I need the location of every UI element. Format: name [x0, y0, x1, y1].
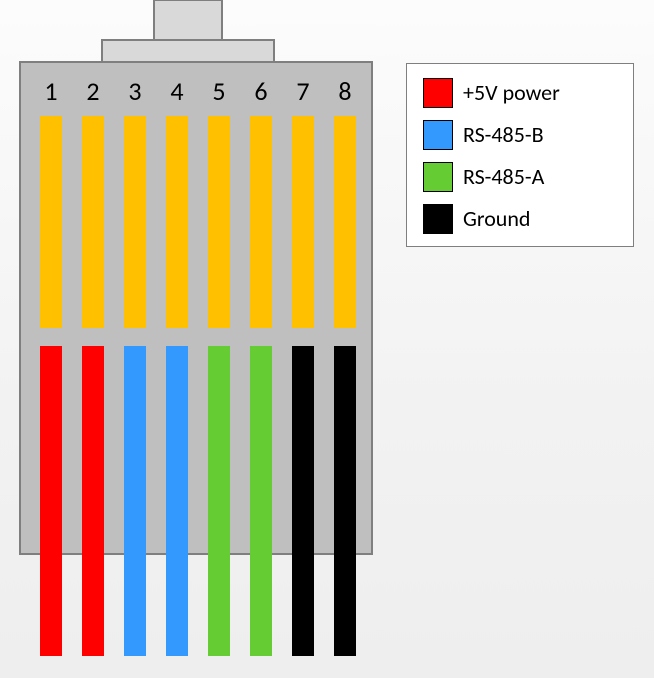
- legend-box: +5V power RS-485-B RS-485-A Ground: [406, 63, 634, 247]
- pin-contact: [292, 116, 314, 328]
- pin-contact: [124, 116, 146, 328]
- legend-label: RS-485-A: [463, 162, 544, 192]
- pin-wire: [250, 346, 272, 656]
- pin-label: 6: [254, 75, 267, 107]
- legend-item: RS-485-A: [407, 162, 633, 192]
- pin-label: 5: [212, 75, 225, 107]
- pin-label: 2: [86, 75, 99, 107]
- legend-label: +5V power: [463, 78, 560, 108]
- legend-swatch: [423, 78, 453, 108]
- pin-wire: [166, 346, 188, 656]
- pin-label: 8: [338, 75, 351, 107]
- legend-label: Ground: [463, 204, 530, 234]
- pin-wire: [40, 346, 62, 656]
- pin-wire: [82, 346, 104, 656]
- legend-item: +5V power: [407, 78, 633, 108]
- pin-contact: [208, 116, 230, 328]
- legend-item: Ground: [407, 204, 633, 234]
- legend-swatch: [423, 120, 453, 150]
- pin-label: 4: [170, 75, 183, 107]
- pin-wire: [334, 346, 356, 656]
- legend-item: RS-485-B: [407, 120, 633, 150]
- pin-wire: [124, 346, 146, 656]
- pin-wire: [208, 346, 230, 656]
- pin-contact: [82, 116, 104, 328]
- legend-label: RS-485-B: [463, 120, 544, 150]
- legend-swatch: [423, 204, 453, 234]
- legend-swatch: [423, 162, 453, 192]
- pin-label: 7: [296, 75, 309, 107]
- pin-label: 3: [128, 75, 141, 107]
- pin-wire: [292, 346, 314, 656]
- pin-contact: [250, 116, 272, 328]
- pin-contact: [334, 116, 356, 328]
- pin-contact: [166, 116, 188, 328]
- pin-contact: [40, 116, 62, 328]
- pin-label: 1: [44, 75, 57, 107]
